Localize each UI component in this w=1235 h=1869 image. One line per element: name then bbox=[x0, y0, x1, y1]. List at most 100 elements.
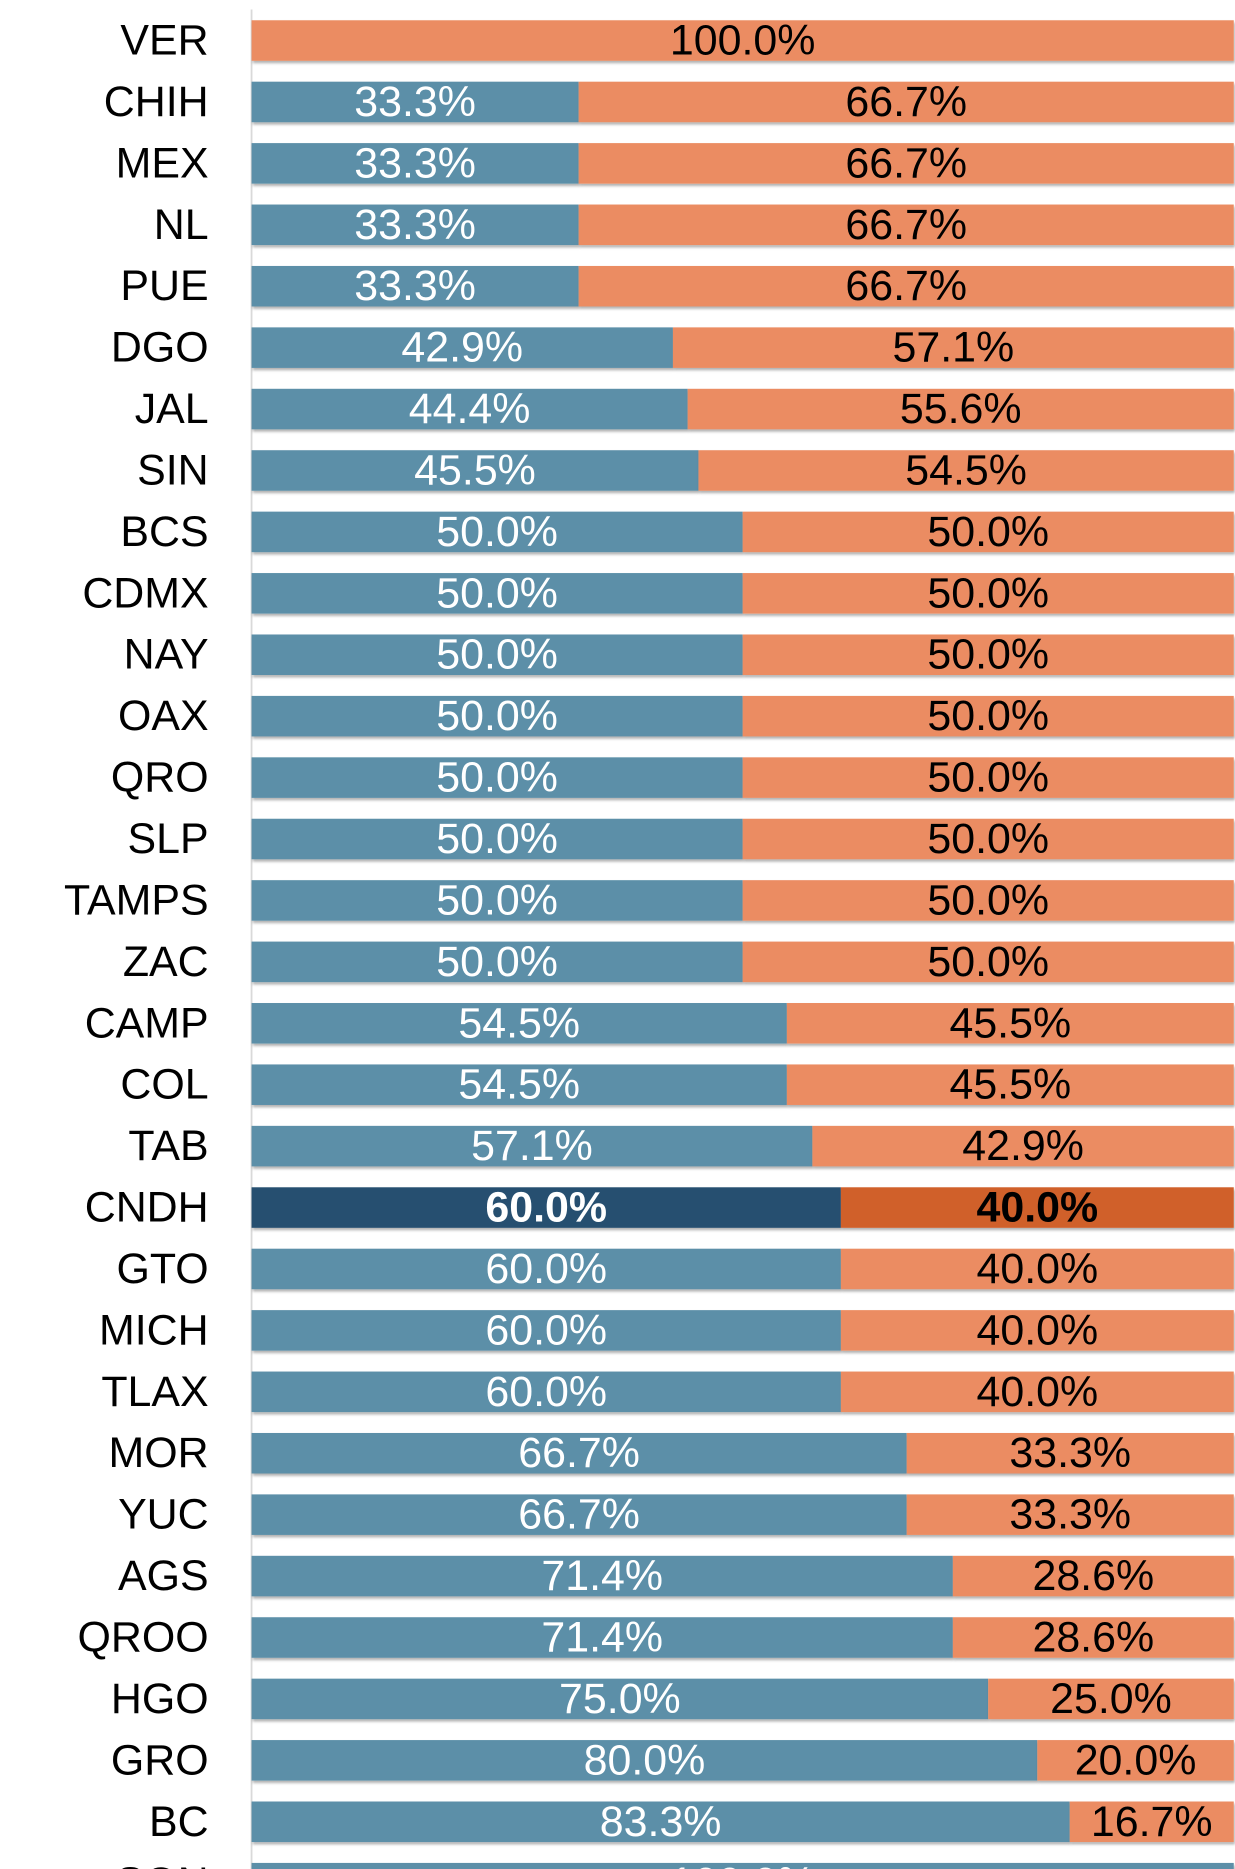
data-label: 60.0% bbox=[485, 1245, 607, 1293]
y-tick-label: GTO bbox=[116, 1245, 208, 1293]
data-label: 57.1% bbox=[892, 324, 1014, 372]
bar-segment bbox=[687, 388, 1234, 430]
bar-segment bbox=[742, 573, 1234, 614]
data-label: 75.0% bbox=[559, 1675, 681, 1723]
data-label: 50.0% bbox=[927, 631, 1049, 679]
bar-segment bbox=[251, 20, 1234, 61]
bar-segment bbox=[952, 1555, 1234, 1597]
bar-segment bbox=[251, 388, 688, 430]
y-tick-label: QRO bbox=[111, 754, 209, 802]
data-label: 42.9% bbox=[962, 1122, 1084, 1170]
data-label: 66.7% bbox=[845, 262, 967, 310]
y-tick-label: DGO bbox=[111, 324, 209, 372]
data-label: 50.0% bbox=[436, 938, 558, 986]
data-label: 42.9% bbox=[401, 324, 523, 372]
data-label: 20.0% bbox=[1075, 1736, 1197, 1784]
bar-segment bbox=[988, 1678, 1234, 1720]
data-label: 50.0% bbox=[436, 631, 558, 679]
data-label: 50.0% bbox=[436, 569, 558, 617]
bar-segment bbox=[1069, 1801, 1234, 1843]
y-tick-label: MEX bbox=[116, 139, 209, 187]
y-tick-label: BC bbox=[149, 1798, 209, 1846]
bar-segment bbox=[251, 204, 579, 246]
data-label: 33.3% bbox=[354, 262, 476, 310]
bar-segment bbox=[742, 511, 1234, 553]
bar-segment bbox=[251, 695, 743, 737]
data-label: 50.0% bbox=[927, 815, 1049, 863]
y-tick-label: SON bbox=[116, 1859, 209, 1869]
y-tick-label: SIN bbox=[137, 446, 209, 494]
y-tick-label: MOR bbox=[109, 1429, 209, 1477]
data-label: 60.0% bbox=[485, 1184, 607, 1232]
data-label: 33.3% bbox=[354, 139, 476, 187]
data-label: 54.5% bbox=[458, 1061, 580, 1109]
y-tick-label: VER bbox=[120, 17, 208, 65]
data-label: 50.0% bbox=[436, 508, 558, 556]
bar-segment bbox=[840, 1248, 1234, 1290]
data-label: 50.0% bbox=[927, 754, 1049, 802]
data-label: 45.5% bbox=[949, 1061, 1071, 1109]
bar-segment bbox=[251, 757, 743, 798]
data-label: 50.0% bbox=[436, 692, 558, 740]
bar-segment bbox=[742, 880, 1234, 921]
y-tick-label: PUE bbox=[120, 262, 208, 310]
data-label: 50.0% bbox=[927, 938, 1049, 986]
data-label: 28.6% bbox=[1032, 1552, 1154, 1600]
y-tick-label: HGO bbox=[111, 1675, 209, 1723]
data-label: 40.0% bbox=[976, 1368, 1098, 1416]
data-label: 54.5% bbox=[458, 999, 580, 1047]
bar-segment bbox=[251, 1310, 841, 1351]
bar-segment bbox=[251, 1371, 841, 1413]
bar-segment bbox=[698, 450, 1234, 491]
data-label: 66.7% bbox=[845, 201, 967, 249]
y-tick-label: JAL bbox=[135, 385, 209, 433]
bar-segment bbox=[906, 1494, 1234, 1535]
data-label: 40.0% bbox=[976, 1245, 1098, 1293]
bar-segment bbox=[251, 1432, 907, 1474]
data-label: 57.1% bbox=[471, 1122, 593, 1170]
data-label: 33.3% bbox=[354, 78, 476, 126]
bar-segment bbox=[251, 327, 673, 368]
bar-segment bbox=[251, 265, 579, 307]
data-label: 45.5% bbox=[414, 446, 536, 494]
bar-segment bbox=[251, 634, 743, 676]
bar-segment bbox=[906, 1432, 1234, 1474]
bar-segment bbox=[251, 818, 743, 860]
bar-segment bbox=[742, 695, 1234, 737]
bar-segment bbox=[742, 757, 1234, 798]
data-label: 60.0% bbox=[485, 1306, 607, 1354]
bar-segment bbox=[578, 143, 1234, 184]
bar-segment bbox=[840, 1310, 1234, 1351]
data-label: 80.0% bbox=[584, 1736, 706, 1784]
bar-segment bbox=[251, 511, 743, 553]
y-tick-label: SLP bbox=[128, 815, 209, 863]
y-tick-label: NAY bbox=[124, 631, 209, 679]
bar-segment bbox=[251, 143, 579, 184]
bar-segment bbox=[251, 1555, 953, 1597]
data-label: 50.0% bbox=[436, 815, 558, 863]
bar-segment bbox=[251, 450, 699, 491]
y-tick-label: TAMPS bbox=[64, 876, 209, 924]
data-label: 54.5% bbox=[905, 446, 1027, 494]
data-label: 50.0% bbox=[436, 754, 558, 802]
data-label: 66.7% bbox=[518, 1491, 640, 1539]
bar-segment bbox=[251, 1678, 989, 1720]
y-tick-label: AGS bbox=[118, 1552, 209, 1600]
data-label: 33.3% bbox=[1009, 1429, 1131, 1477]
bar-segment bbox=[786, 1003, 1234, 1044]
bar-segment bbox=[578, 265, 1234, 307]
bar-segment bbox=[251, 573, 743, 614]
data-label: 60.0% bbox=[485, 1368, 607, 1416]
data-label: 25.0% bbox=[1050, 1675, 1172, 1723]
y-tick-label: QROO bbox=[78, 1613, 209, 1661]
bar-segment bbox=[672, 327, 1234, 368]
bar-segment bbox=[251, 1187, 841, 1228]
bar-segment bbox=[578, 204, 1234, 246]
y-tick-label: COL bbox=[120, 1061, 208, 1109]
data-label: 50.0% bbox=[436, 876, 558, 924]
bar-segment bbox=[840, 1187, 1234, 1228]
bar-segment bbox=[742, 818, 1234, 860]
bar-segment bbox=[578, 81, 1234, 123]
data-label: 45.5% bbox=[949, 999, 1071, 1047]
